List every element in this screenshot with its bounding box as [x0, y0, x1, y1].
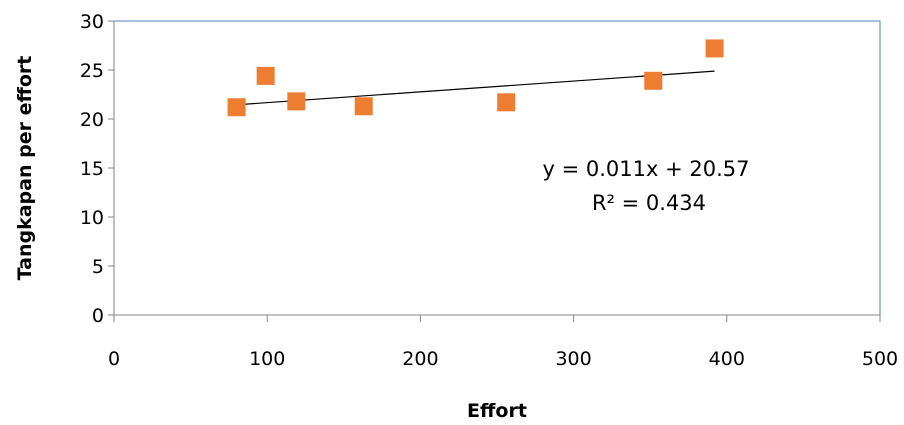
data-point: [705, 39, 724, 58]
data-point: [287, 92, 306, 111]
plot-area: [113, 20, 881, 316]
y-tick-label: 5: [92, 256, 104, 278]
y-tick-label: 25: [80, 60, 104, 82]
x-tick-label: 200: [402, 348, 438, 370]
trendline-group: [236, 70, 715, 106]
data-point: [497, 93, 516, 112]
y-axis: 0 5 10 15 20 25 30: [80, 11, 115, 327]
x-tick-label: 500: [862, 348, 898, 370]
x-axis-title: Effort: [467, 400, 527, 422]
x-tick-label: 300: [555, 348, 591, 370]
x-tick-label: 100: [249, 348, 285, 370]
x-tick-label: 0: [108, 348, 120, 370]
data-points: [227, 39, 724, 117]
data-point: [644, 71, 663, 90]
trendline-equation: y = 0.011x + 20.57: [543, 157, 750, 181]
y-tick-label: 30: [80, 11, 104, 33]
trendline: [236, 70, 715, 106]
y-tick-label: 15: [80, 158, 104, 180]
x-tick-label: 400: [709, 348, 745, 370]
y-tick-label: 10: [80, 207, 104, 229]
y-tick-label: 20: [80, 109, 104, 131]
data-point: [354, 97, 373, 116]
y-tick-label: 0: [92, 305, 104, 327]
y-axis-title: Tangkapan per effort: [14, 56, 36, 281]
data-point: [227, 98, 246, 117]
data-point: [256, 66, 275, 85]
trendline-r2: R² = 0.434: [592, 191, 706, 215]
x-axis: 0 100 200 300 400 500: [108, 314, 898, 370]
